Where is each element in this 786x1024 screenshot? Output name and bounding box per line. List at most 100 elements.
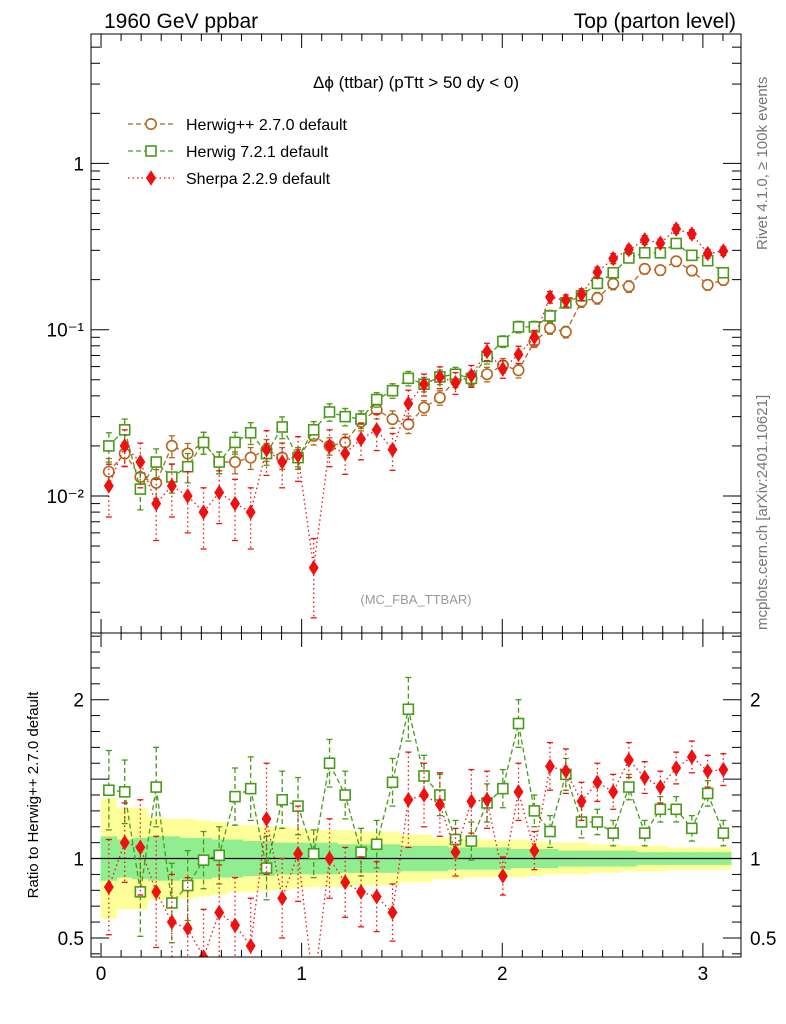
main-herwig7-point bbox=[512, 321, 525, 333]
main-sherpa-line bbox=[108, 228, 724, 568]
main-sherpa-point bbox=[608, 250, 619, 267]
ratio-sherpa-point bbox=[718, 761, 729, 778]
main-herwigpp-point bbox=[607, 277, 620, 290]
ratio-herwig7-point bbox=[339, 789, 351, 801]
ratio-herwig7-line bbox=[108, 709, 724, 905]
ratio-sherpa-point bbox=[245, 938, 256, 954]
ratio-herwig7-point bbox=[686, 822, 698, 835]
plot-title: Δϕ (ttbar) (pTtt > 50 dy < 0) bbox=[313, 73, 519, 92]
main-herwigpp-point bbox=[654, 264, 667, 277]
ratio-sherpa-point bbox=[529, 842, 540, 859]
ratio-sherpa-point bbox=[592, 774, 603, 791]
main-y-tick-label: 10⁻² bbox=[47, 487, 85, 508]
ratio-y-axis-label: Ratio to Herwig++ 2.7.0 default bbox=[25, 691, 42, 899]
main-herwigpp-point bbox=[418, 401, 431, 414]
main-herwigpp-line bbox=[108, 260, 724, 484]
main-sherpa-point bbox=[434, 369, 445, 385]
main-sherpa-point bbox=[450, 374, 461, 391]
main-sherpa-point bbox=[497, 361, 508, 377]
main-herwigpp-point bbox=[591, 292, 604, 305]
x-tick-label: 1 bbox=[296, 964, 307, 985]
ratio-sherpa-point bbox=[450, 844, 461, 860]
ratio-herwig7-point bbox=[244, 782, 257, 795]
main-herwig7-point bbox=[323, 406, 336, 418]
ratio-sherpa-point bbox=[513, 784, 524, 800]
main-sherpa-point bbox=[293, 447, 304, 464]
main-herwig7-point bbox=[197, 436, 210, 449]
ratio-herwig7-point bbox=[654, 803, 667, 816]
main-sherpa-point bbox=[513, 346, 524, 363]
ratio-herwig7-point bbox=[323, 757, 336, 770]
main-sherpa-point bbox=[686, 226, 697, 242]
main-sherpa-point bbox=[166, 478, 177, 494]
ratio-sherpa-point bbox=[371, 888, 382, 905]
ratio-herwig7-point bbox=[213, 849, 225, 862]
ratio-herwig7-point bbox=[276, 793, 288, 806]
main-herwig7-point bbox=[544, 310, 556, 322]
main-herwig7-point bbox=[370, 393, 383, 406]
main-herwigpp-point bbox=[685, 264, 698, 277]
main-sherpa-point bbox=[371, 422, 382, 438]
ratio-herwig7-point bbox=[701, 787, 714, 800]
ratio-sherpa-point bbox=[655, 779, 666, 795]
main-herwig7-point bbox=[339, 410, 351, 423]
ratio-herwig7-point bbox=[103, 784, 115, 797]
main-herwig7-point bbox=[103, 440, 115, 452]
main-herwigpp-point bbox=[559, 325, 572, 338]
main-sherpa-point bbox=[592, 264, 603, 280]
ratio-herwig7-point bbox=[717, 827, 730, 839]
main-sherpa-point bbox=[655, 235, 666, 251]
ratio-herwig7-point bbox=[497, 782, 509, 795]
main-herwigpp-point bbox=[102, 465, 115, 478]
ratio-herwig7-point bbox=[575, 816, 588, 828]
ratio-herwig7-point bbox=[370, 838, 383, 851]
main-sherpa-point bbox=[718, 243, 729, 259]
ratio-y-tick-label-left: 2 bbox=[73, 691, 84, 712]
main-sherpa-point bbox=[324, 438, 335, 454]
ratio-sherpa-point bbox=[497, 868, 508, 884]
main-sherpa-point bbox=[560, 292, 571, 309]
legend-marker-herwig7 bbox=[145, 145, 157, 157]
main-sherpa-point bbox=[308, 560, 319, 576]
main-sherpa-point bbox=[340, 445, 351, 462]
ratio-sherpa-point bbox=[151, 884, 162, 900]
main-herwigpp-point bbox=[244, 451, 257, 464]
x-tick-label: 3 bbox=[698, 964, 709, 985]
header-energy: 1960 GeV ppbar bbox=[104, 10, 258, 33]
main-sherpa-point bbox=[419, 376, 430, 392]
legend-marker-sherpa bbox=[146, 170, 156, 186]
main-herwig7-point bbox=[307, 424, 320, 436]
ratio-herwig7-point bbox=[181, 879, 194, 892]
ratio-sherpa-point bbox=[387, 904, 398, 921]
main-herwig7-point bbox=[181, 460, 194, 473]
main-sherpa-point bbox=[198, 504, 209, 520]
ratio-sherpa-point bbox=[639, 769, 650, 786]
main-sherpa-point bbox=[639, 232, 650, 248]
main-herwigpp-point bbox=[622, 280, 635, 293]
main-y-tick-label: 10⁻¹ bbox=[47, 321, 85, 342]
ratio-herwig7-point bbox=[118, 786, 131, 798]
rivet-version-label: Rivet 4.1.0, ≥ 100k events bbox=[754, 77, 771, 250]
ratio-sherpa-point bbox=[482, 792, 492, 808]
ratio-herwig7-point bbox=[150, 781, 163, 793]
x-tick-label: 2 bbox=[497, 964, 508, 985]
main-herwig7-point bbox=[386, 384, 399, 397]
main-herwigpp-point bbox=[670, 255, 683, 268]
ratio-sherpa-point bbox=[560, 763, 571, 779]
ratio-y-tick-label-right: 2 bbox=[750, 691, 761, 712]
main-herwig7-point bbox=[717, 266, 730, 279]
main-herwigpp-point bbox=[402, 418, 415, 431]
main-sherpa-point bbox=[702, 245, 713, 262]
main-sherpa-point bbox=[403, 395, 414, 412]
main-herwigpp-point bbox=[433, 391, 446, 404]
ratio-herwig7-point bbox=[465, 835, 478, 847]
analysis-watermark: (MC_FBA_TTBAR) bbox=[360, 592, 471, 607]
ratio-herwig7-point bbox=[197, 854, 210, 866]
ratio-herwig7-point bbox=[386, 776, 399, 789]
ratio-herwig7-point bbox=[307, 847, 320, 860]
main-sherpa-point bbox=[230, 495, 241, 512]
ratio-herwig7-point bbox=[607, 827, 620, 839]
main-sherpa-point bbox=[277, 454, 288, 470]
ratio-y-tick-label-left: 1 bbox=[73, 850, 84, 871]
